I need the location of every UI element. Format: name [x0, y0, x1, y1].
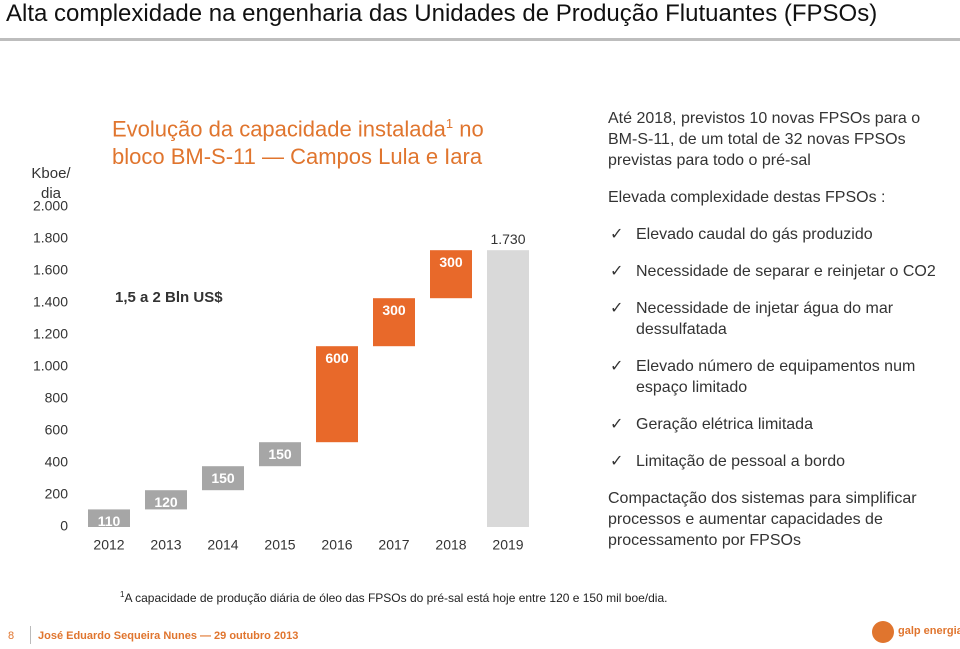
y-tick-label: 1.600 — [33, 262, 68, 278]
data-label: 120 — [154, 494, 178, 510]
x-tick-label: 2012 — [93, 537, 124, 553]
bar — [88, 509, 130, 527]
y-tick-label: 1.800 — [33, 230, 68, 246]
y-tick-label: 0 — [60, 518, 68, 534]
bar — [430, 250, 472, 299]
bullet-item: Geração elétrica limitada — [608, 414, 948, 435]
data-label: 110 — [98, 513, 121, 529]
chart-title: Evolução da capacidade instalada1 no blo… — [112, 110, 502, 171]
y-tick-label: 1.000 — [33, 358, 68, 374]
bar — [316, 346, 358, 443]
y-tick-label: 1.400 — [33, 294, 68, 310]
text-panel: Até 2018, previstos 10 novas FPSOs para … — [608, 108, 948, 567]
bar — [259, 442, 301, 467]
y-tick-label: 1.200 — [33, 326, 68, 342]
title-rest: no bloco BM-S-11 — Campos Lula e Iara — [112, 116, 484, 170]
bullet-item: Elevado caudal do gás produzido — [608, 224, 948, 245]
bullet-item: Necessidade de injetar água do mar dessu… — [608, 298, 948, 340]
y-tick-label: 200 — [45, 486, 69, 502]
footnote-sup: 1 — [120, 590, 125, 599]
data-label: 300 — [439, 254, 463, 270]
x-tick-label: 2015 — [264, 537, 295, 553]
page-number: 8 — [8, 630, 15, 642]
data-label: 1.730 — [490, 231, 525, 247]
bullet-item: Limitação de pessoal a bordo — [608, 451, 948, 472]
conclusion: Compactação dos sistemas para simplifica… — [608, 490, 917, 549]
y-tick-label: 400 — [45, 454, 69, 470]
footer-author: José Eduardo Sequeira Nunes — 29 outubro… — [38, 630, 299, 642]
data-label: 600 — [325, 350, 349, 366]
y-axis-label: Kboe/ dia — [31, 165, 71, 202]
footnote-text: A capacidade de produção diária de óleo … — [124, 591, 668, 605]
logo-mark — [872, 621, 894, 643]
slide-title: Alta complexidade na engenharia das Unid… — [6, 0, 878, 27]
bar — [202, 466, 244, 491]
bullet-item: Necessidade de separar e reinjetar o CO2 — [608, 261, 948, 282]
bar — [373, 298, 415, 347]
data-label: 150 — [211, 470, 235, 486]
x-tick-label: 2017 — [378, 537, 409, 553]
x-tick-label: 2014 — [207, 537, 238, 553]
footer-separator — [30, 626, 31, 644]
bullet-list: Elevado caudal do gás produzido Necessida… — [608, 224, 948, 472]
logo: galp energia — [872, 621, 960, 645]
bullet-item: Elevado número de equipamentos num espaç… — [608, 356, 948, 398]
y-tick-label: 800 — [45, 390, 69, 406]
x-tick-label: 2019 — [492, 537, 523, 553]
logo-text: galp energia — [898, 625, 960, 637]
title-rule — [0, 38, 960, 41]
lead: Elevada complexidade destas FPSOs : — [608, 189, 886, 206]
intro: Até 2018, previstos 10 novas FPSOs para … — [608, 110, 921, 169]
x-tick-label: 2013 — [150, 537, 181, 553]
data-label: 300 — [382, 302, 406, 318]
footnote: 1A capacidade de produção diária de óleo… — [120, 590, 667, 605]
title-sup: 1 — [445, 116, 454, 131]
x-tick-label: 2018 — [435, 537, 466, 553]
bar — [487, 250, 529, 527]
title-text: Evolução da capacidade instalada — [112, 116, 446, 142]
annotation: 1,5 a 2 Bln US$ — [115, 289, 223, 306]
data-label: 150 — [268, 446, 292, 462]
y-tick-label: 2.000 — [33, 198, 68, 214]
x-tick-label: 2016 — [321, 537, 352, 553]
y-tick-label: 600 — [45, 422, 69, 438]
bar — [145, 490, 187, 510]
